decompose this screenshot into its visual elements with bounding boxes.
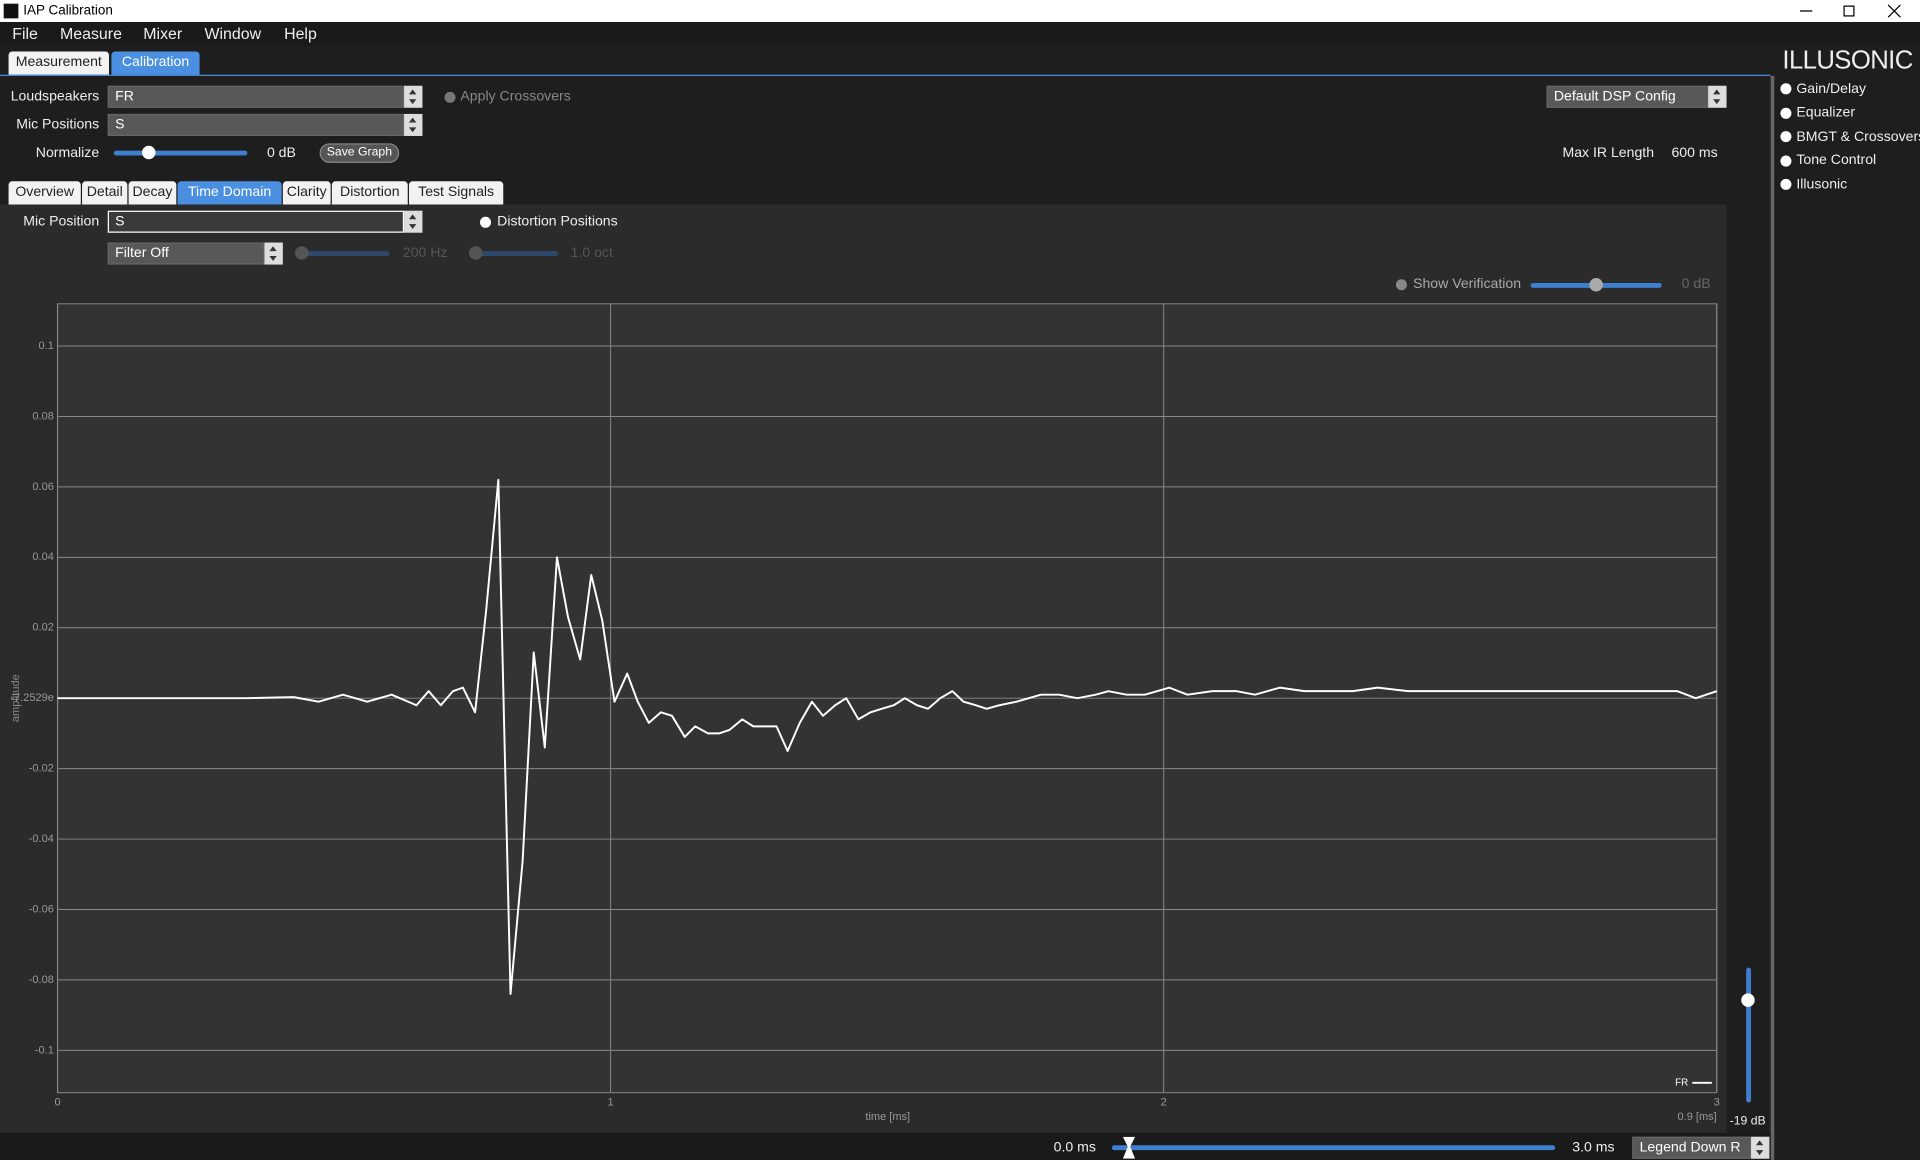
value: 200 Hz — [402, 246, 448, 261]
radio[interactable] — [1780, 83, 1792, 95]
menu-item[interactable]: Help — [284, 24, 317, 43]
range-start: 0.0 ms — [1053, 1140, 1096, 1156]
slider[interactable] — [113, 150, 248, 156]
menu-item[interactable]: Window — [204, 24, 262, 43]
range-handle[interactable] — [1122, 1136, 1136, 1159]
slider[interactable] — [301, 251, 390, 257]
spinner[interactable] — [1708, 85, 1727, 108]
label: Apply Crossovers — [460, 89, 571, 105]
y-tick-label: -0.04 — [29, 833, 54, 845]
y-tick-label: -0.06 — [29, 903, 54, 915]
x-tick-label: 1 — [608, 1096, 614, 1108]
sub-tab[interactable]: Clarity — [282, 181, 331, 205]
label: Show Verification — [1413, 276, 1522, 292]
title-bar — [0, 0, 1920, 23]
slider[interactable] — [470, 251, 559, 257]
y-tick-label: -7.2529e — [10, 692, 53, 704]
spinner[interactable] — [1751, 1136, 1770, 1159]
splitter[interactable] — [1770, 75, 1775, 1160]
brand: ILLUSONIC — [1782, 46, 1913, 75]
tab-line — [0, 74, 1771, 76]
sub-tab-active[interactable]: Time Domain — [177, 181, 282, 205]
y-tick-label: 0.08 — [32, 410, 53, 422]
y-tick-label: 0.04 — [32, 551, 53, 563]
x-tick-label: 0 — [54, 1096, 60, 1108]
spinner[interactable] — [404, 210, 423, 233]
select[interactable]: S — [107, 210, 405, 233]
radio[interactable] — [1780, 131, 1792, 143]
sub-tab[interactable]: Distortion — [331, 181, 408, 205]
slider-knob[interactable] — [295, 246, 309, 260]
gain-value: -19 dB — [1729, 1114, 1766, 1129]
gain-slider[interactable] — [1746, 967, 1752, 1103]
menu-bar — [0, 22, 1920, 46]
radio[interactable] — [480, 216, 492, 228]
sub-tab[interactable]: Detail — [82, 181, 128, 205]
radio[interactable] — [1780, 178, 1792, 190]
app-icon — [3, 3, 19, 19]
menu-item[interactable]: Mixer — [143, 24, 183, 43]
top-tab[interactable]: Measurement — [8, 51, 109, 75]
window-title: IAP Calibration — [23, 3, 113, 19]
slider-knob[interactable] — [468, 246, 483, 260]
label: Max IR Length — [1562, 145, 1655, 161]
select[interactable]: Legend Down R — [1632, 1136, 1752, 1159]
select[interactable]: Filter Off — [107, 242, 265, 265]
label: Loudspeakers — [10, 89, 100, 105]
y-tick-label: -0.1 — [35, 1044, 54, 1056]
range-end: 3.0 ms — [1572, 1140, 1615, 1156]
top-tab-active[interactable]: Calibration — [111, 51, 200, 75]
radio[interactable] — [1780, 155, 1792, 167]
y-tick-label: 0.06 — [32, 481, 53, 493]
spinner[interactable] — [264, 242, 283, 265]
label: Mic Position — [23, 214, 100, 230]
x-tick-label: 2 — [1161, 1096, 1167, 1108]
y-tick-label: 0.1 — [39, 340, 54, 352]
range-slider[interactable] — [1111, 1145, 1556, 1151]
side-item[interactable]: BMGT & Crossovers — [1796, 129, 1920, 145]
select[interactable]: S — [107, 113, 405, 136]
value: 0 dB — [1681, 276, 1711, 292]
radio[interactable] — [1395, 279, 1407, 291]
slider-knob[interactable] — [1589, 278, 1603, 292]
label: Mic Positions — [16, 117, 100, 133]
menu-item[interactable]: Measure — [60, 24, 122, 43]
side-item[interactable]: Equalizer — [1796, 105, 1856, 121]
y-tick-label: -0.08 — [29, 974, 54, 986]
x-axis-label: time [ms] — [865, 1111, 910, 1123]
y-axis-label: amplitude — [10, 674, 22, 722]
chart: time [ms] 0.9 [ms] amplitude -0.1 -0.08 -0… — [10, 303, 1720, 1123]
radio[interactable] — [1780, 107, 1792, 119]
value: 0 dB — [266, 145, 296, 161]
value: 600 ms — [1671, 145, 1718, 161]
x-tick-label: 3 — [1714, 1096, 1720, 1108]
sub-tab[interactable]: Decay — [128, 181, 177, 205]
label: Normalize — [35, 145, 100, 161]
side-item[interactable]: Illusonic — [1796, 177, 1848, 193]
spinner[interactable] — [404, 85, 423, 108]
spinner[interactable] — [404, 113, 423, 136]
label: Distortion Positions — [497, 214, 618, 230]
radio[interactable] — [444, 91, 456, 103]
value: 1.0 oct — [570, 246, 613, 261]
side-item[interactable]: Tone Control — [1796, 153, 1877, 168]
window-controls[interactable] — [1788, 0, 1920, 22]
legend-label: FR — [1675, 1077, 1688, 1088]
slider-knob[interactable] — [1741, 993, 1755, 1007]
sub-tab[interactable]: Test Signals — [408, 181, 504, 205]
select[interactable]: Default DSP Config — [1546, 85, 1709, 108]
side-item[interactable]: Gain/Delay — [1796, 82, 1867, 97]
y-tick-label: -0.02 — [29, 763, 54, 775]
sub-tab[interactable]: Overview — [8, 181, 81, 205]
range-label: 0.9 [ms] — [1678, 1111, 1717, 1123]
menu-item[interactable]: File — [12, 24, 38, 43]
select[interactable]: FR — [107, 85, 405, 108]
y-tick-label: 0.02 — [32, 622, 53, 634]
button[interactable]: Save Graph — [319, 143, 400, 163]
series-line — [57, 478, 1718, 995]
slider-knob[interactable] — [142, 145, 156, 160]
